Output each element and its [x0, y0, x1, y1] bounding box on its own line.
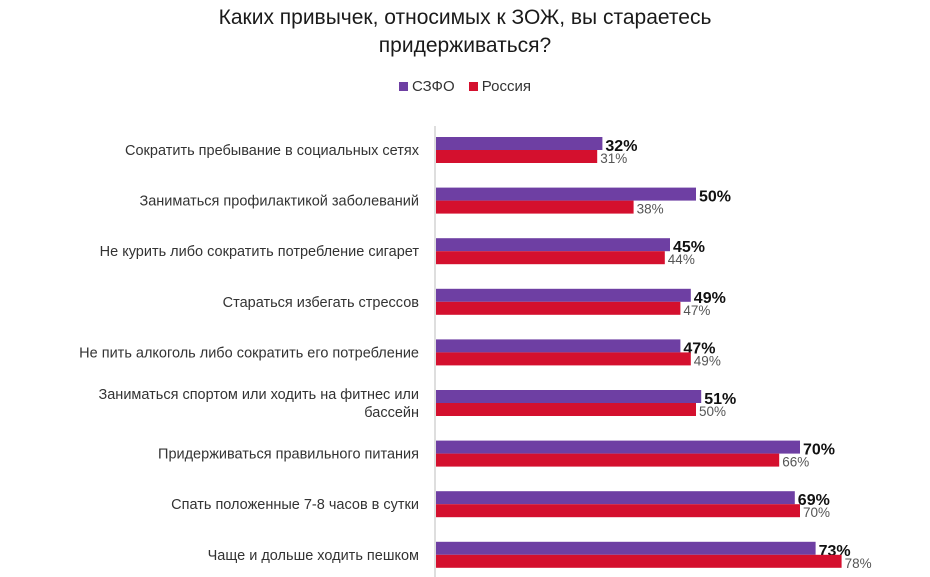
bar-szfo [436, 390, 702, 403]
bar-szfo [436, 238, 670, 252]
data-label-szfo: 50% [699, 189, 731, 206]
data-label-russia: 70% [803, 505, 830, 520]
legend-item-russia: Россия [468, 78, 531, 95]
data-label-szfo: 47% [683, 340, 715, 357]
category-label: Сократить пребывание в социальных сетях [125, 143, 420, 159]
chart-title: Каких привычек, относимых к ЗОЖ, вы стар… [0, 4, 930, 60]
category-label: Заниматься спортом или ходить на фитнес … [98, 387, 419, 403]
bar-russia [436, 301, 681, 315]
legend-label-russia: Россия [481, 78, 531, 95]
legend-swatch-szfo [398, 82, 408, 91]
data-label-szfo: 32% [605, 138, 637, 155]
data-label-szfo: 51% [704, 391, 736, 408]
chart-title-line-1: Каких привычек, относимых к ЗОЖ, вы стар… [218, 6, 712, 29]
legend-label-szfo: СЗФО [411, 78, 455, 95]
data-label-russia: 78% [845, 556, 872, 571]
data-label-szfo: 69% [798, 492, 830, 509]
data-label-russia: 66% [782, 455, 809, 470]
data-label-szfo: 70% [803, 442, 835, 459]
data-label-szfo: 49% [694, 290, 726, 307]
chart-title-line-2: придерживаться? [378, 34, 552, 57]
category-label: Заниматься профилактикой заболеваний [139, 194, 419, 210]
bar-russia [436, 453, 780, 467]
bar-russia [436, 554, 842, 568]
category-label: бассейн [364, 405, 419, 421]
bar-szfo [436, 541, 816, 555]
bar-russia [436, 403, 696, 416]
category-label: Придерживаться правильного питания [158, 447, 419, 463]
legend-item-szfo: СЗФО [398, 78, 455, 95]
bar-russia [436, 352, 691, 366]
category-label: Не курить либо сократить потребление сиг… [100, 244, 420, 260]
bar-russia [436, 251, 665, 265]
data-label-russia: 44% [668, 252, 695, 267]
bar-szfo [436, 339, 681, 353]
bar-szfo [436, 187, 696, 201]
category-label: Чаще и дольше ходить пешком [208, 548, 419, 564]
bar-russia [436, 504, 800, 518]
category-label: Спать положенные 7-8 часов в сутки [171, 497, 419, 513]
data-label-szfo: 45% [673, 239, 705, 256]
category-label: Не пить алкоголь либо сократить его потр… [79, 345, 419, 361]
bar-szfo [436, 491, 795, 505]
bar-russia [436, 150, 598, 163]
legend-swatch-russia [468, 82, 478, 91]
bar-szfo [436, 440, 800, 454]
data-label-russia: 47% [683, 303, 710, 318]
data-label-russia: 31% [600, 151, 627, 166]
data-label-russia: 38% [637, 202, 664, 217]
bar-russia [436, 200, 634, 214]
data-label-russia: 49% [694, 353, 721, 368]
bar-szfo [436, 288, 691, 302]
category-label: Стараться избегать стрессов [223, 295, 420, 311]
bar-szfo [436, 137, 603, 150]
data-label-russia: 50% [699, 404, 726, 419]
legend: СЗФО Россия [0, 78, 930, 95]
